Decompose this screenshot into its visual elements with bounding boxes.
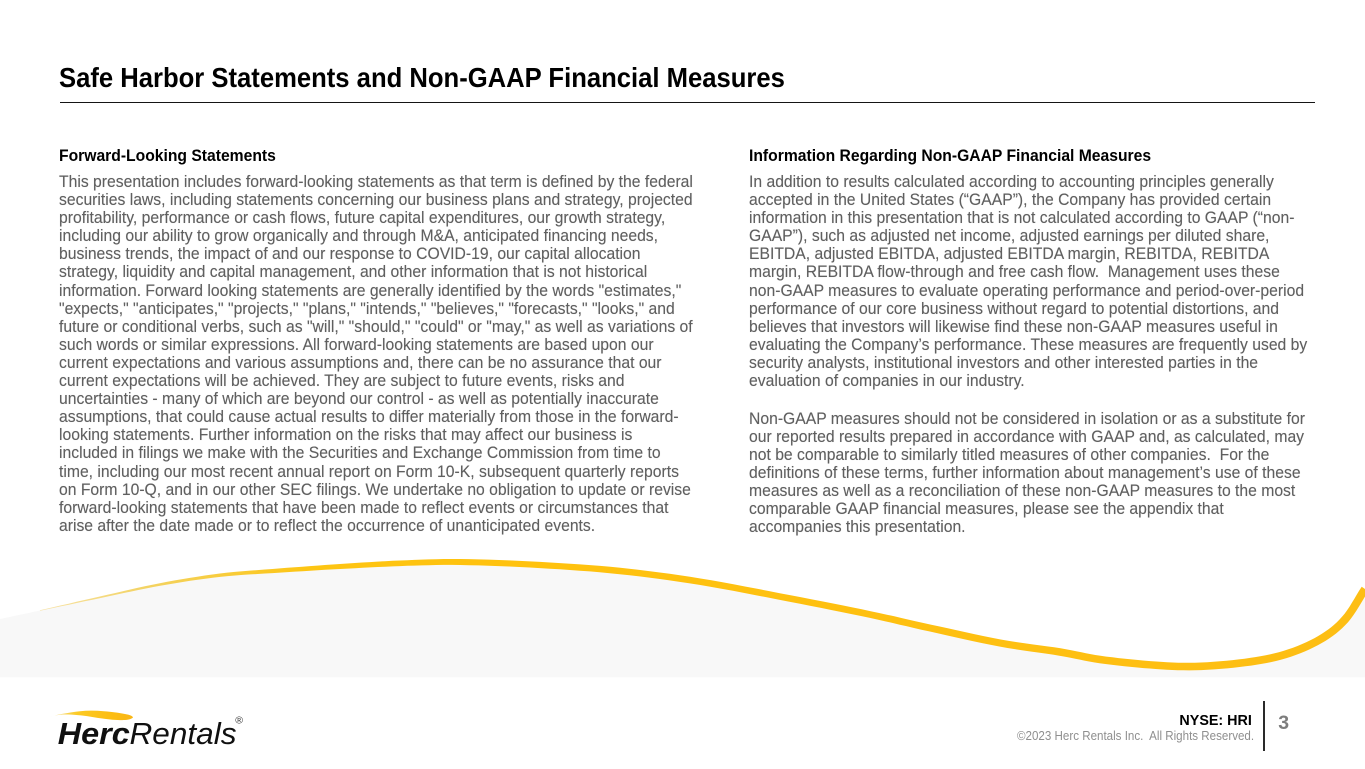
svg-text:®: ® — [235, 715, 243, 727]
svg-text:Herc: Herc — [58, 717, 130, 751]
svg-text:Rentals: Rentals — [130, 717, 237, 751]
